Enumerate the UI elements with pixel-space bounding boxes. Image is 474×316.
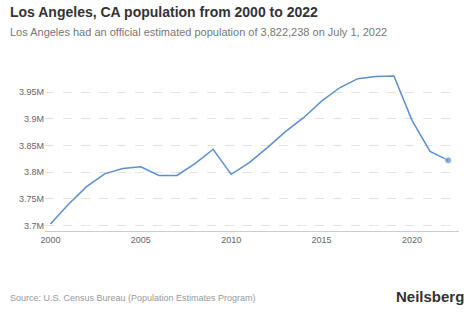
svg-text:3.8M: 3.8M [24, 167, 44, 177]
svg-text:Los Angeles had an official es: Los Angeles had an official estimated po… [10, 26, 387, 38]
svg-text:2005: 2005 [131, 235, 151, 245]
svg-text:3.75M: 3.75M [19, 194, 44, 204]
svg-text:2000: 2000 [40, 235, 60, 245]
svg-text:2010: 2010 [221, 235, 241, 245]
svg-text:Neilsberg: Neilsberg [396, 288, 464, 305]
svg-text:3.85M: 3.85M [19, 141, 44, 151]
svg-text:3.95M: 3.95M [19, 87, 44, 97]
svg-text:2020: 2020 [402, 235, 422, 245]
svg-text:Source: U.S. Census Bureau (Po: Source: U.S. Census Bureau (Population E… [10, 293, 256, 303]
svg-text:2015: 2015 [312, 235, 332, 245]
svg-text:Los Angeles, CA population fro: Los Angeles, CA population from 2000 to … [10, 4, 318, 20]
svg-text:3.7M: 3.7M [24, 221, 44, 231]
svg-text:3.9M: 3.9M [24, 114, 44, 124]
